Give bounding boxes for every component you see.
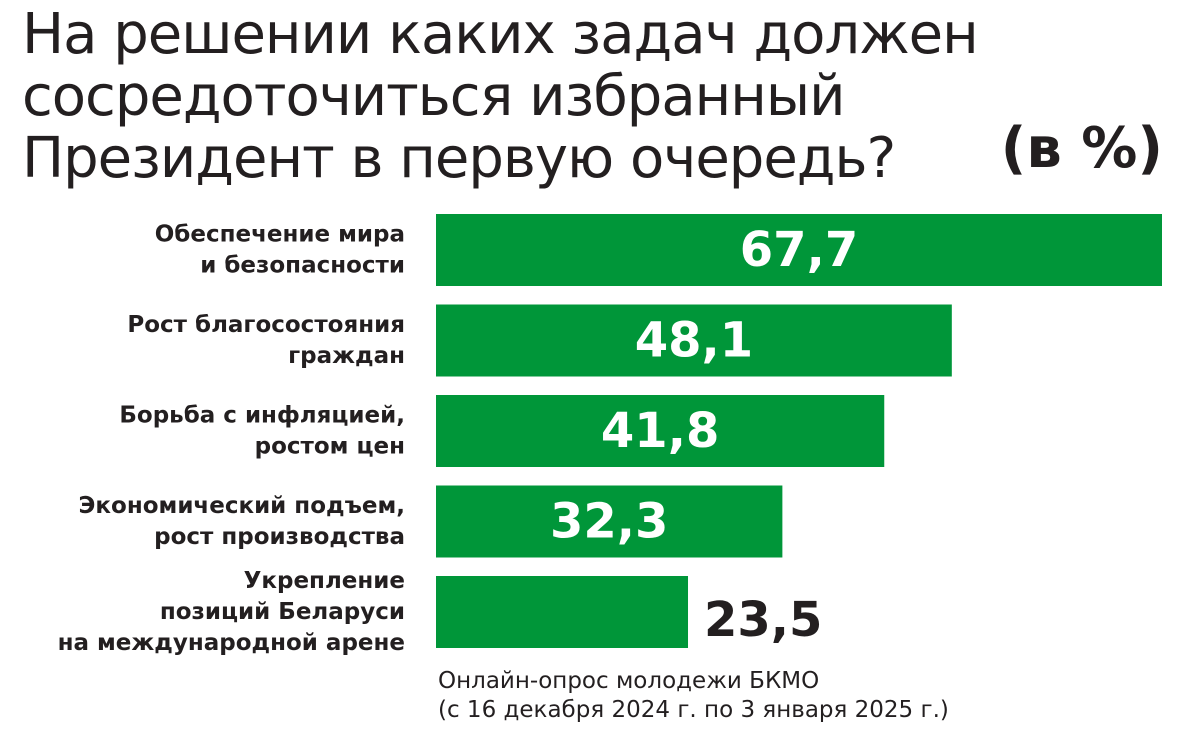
category-label: Рост благосостояния граждан: [127, 312, 405, 369]
category-label-line: ростом цен: [255, 434, 405, 460]
bar: [436, 485, 783, 558]
category-label-line: Обеспечение мира: [155, 222, 405, 248]
source-note: Онлайн-опрос молодежи БКМО (с 16 декабря…: [438, 667, 949, 725]
source-line-2: (с 16 декабря 2024 г. по 3 января 2025 г…: [438, 697, 949, 723]
category-label: Экономический подъем, рост производства: [79, 493, 405, 550]
bars-group: [436, 214, 1162, 648]
category-label-line: Экономический подъем,: [79, 493, 405, 519]
value-label: 32,3: [550, 494, 668, 550]
category-label-line: позиций Беларуси: [160, 599, 405, 625]
value-label: 41,8: [601, 403, 719, 459]
category-label: Укрепление позиций Беларуси на международн…: [58, 568, 405, 656]
category-label-line: Укрепление: [244, 568, 405, 594]
value-label: 48,1: [635, 313, 753, 369]
value-labels-group: 67,7 48,1 41,8 32,3 23,5: [550, 222, 858, 648]
value-label: 67,7: [740, 222, 858, 278]
bar: [436, 576, 689, 648]
category-label: Обеспечение мира и безопасности: [155, 222, 405, 279]
chart-title: На решении каких задач должен сосредоточ…: [22, 2, 979, 191]
category-label-line: и безопасности: [200, 253, 405, 279]
category-label-line: на международной арене: [58, 630, 405, 656]
category-labels-group: Обеспечение мира и безопасности Рост благо…: [58, 222, 405, 657]
bar: [436, 304, 952, 377]
source-line-1: Онлайн-опрос молодежи БКМО: [438, 668, 820, 694]
category-label: Борьба с инфляцией, ростом цен: [119, 403, 405, 460]
bar: [436, 395, 885, 467]
category-label-line: Рост благосостояния: [127, 312, 405, 338]
unit-label: (в %): [1000, 116, 1163, 181]
category-label-line: Борьба с инфляцией,: [119, 403, 405, 429]
category-label-line: рост производства: [154, 524, 405, 550]
value-label: 23,5: [704, 592, 822, 648]
category-label-line: граждан: [288, 343, 405, 369]
bar: [436, 214, 1162, 286]
